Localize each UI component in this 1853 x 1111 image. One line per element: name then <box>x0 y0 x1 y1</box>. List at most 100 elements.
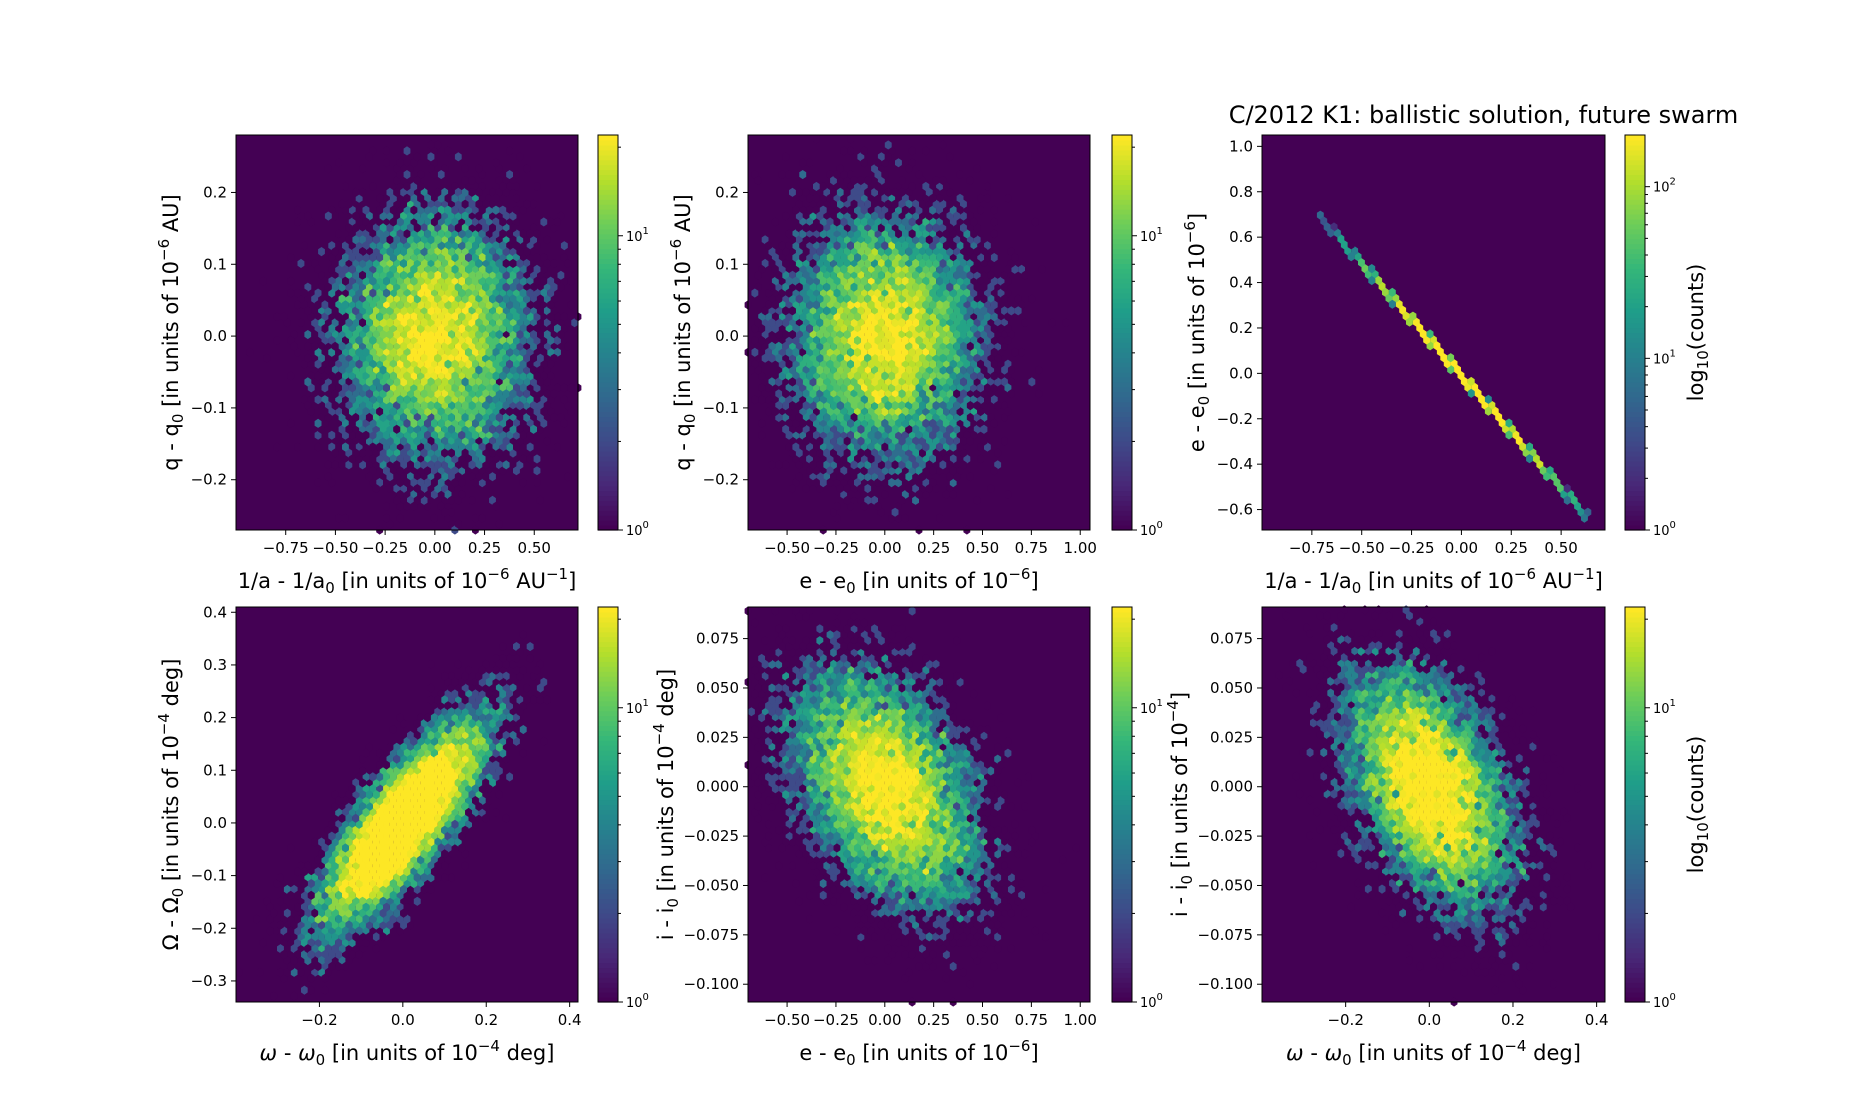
hexbin-cell <box>294 442 301 452</box>
hexbin-cell <box>513 395 520 405</box>
hexbin-cell <box>427 199 435 209</box>
hexbin-cell <box>396 359 404 369</box>
hexbin-cell <box>355 312 363 322</box>
hexbin-cell <box>383 146 390 156</box>
hexbin-cell <box>259 276 267 286</box>
hexbin-cell <box>417 418 425 428</box>
hexbin-cell <box>485 241 493 251</box>
hexbin-cell <box>492 407 500 417</box>
hexbin-cell <box>369 335 377 345</box>
hexbin-cell <box>560 276 568 286</box>
hexbin-cell <box>400 306 407 316</box>
hexbin-cell <box>304 330 312 340</box>
hexbin-cell <box>400 389 407 399</box>
hexbin-cell <box>420 187 428 197</box>
hexbin-cell <box>472 312 479 322</box>
hexbin-cell <box>304 377 312 387</box>
colorbar-segment <box>598 312 618 319</box>
hexbin-cell <box>499 347 507 357</box>
hexbin-cell <box>495 247 503 257</box>
hexbin-cell <box>430 241 438 251</box>
hexbin-cell <box>407 401 414 411</box>
hexbin-cell <box>454 258 462 268</box>
hexbin-cell <box>492 347 500 357</box>
hexbin-cell <box>362 288 370 298</box>
colorbar-segment <box>1112 470 1132 477</box>
hexbin-cell <box>441 495 449 505</box>
colorbar-segment <box>598 863 618 870</box>
hexbin-cell <box>355 371 363 381</box>
colorbar-segment <box>1625 307 1645 314</box>
hexbin-cell <box>393 401 401 411</box>
hexbin-cell <box>342 288 349 298</box>
hexbin-cell <box>526 264 534 274</box>
hexbin-cell <box>386 318 394 328</box>
hexbin-cell <box>495 412 503 422</box>
hexbin-cell <box>513 347 520 357</box>
hexbin-cell <box>533 276 541 286</box>
colorbar-segment <box>598 426 618 432</box>
hexbin-cell <box>396 418 404 428</box>
hexbin-cell <box>324 401 332 411</box>
hexbin-cell <box>557 330 565 340</box>
hexbin-cell <box>287 335 295 345</box>
hexbin-cell <box>454 353 462 363</box>
hexbin-cell <box>348 205 356 215</box>
hexbin-cell <box>540 395 548 405</box>
hexbin-cell <box>437 170 445 180</box>
hexbin-cell <box>424 312 431 322</box>
hexbin-cell <box>324 306 332 316</box>
hexbin-cell <box>427 140 435 150</box>
colorbar-segment <box>1112 386 1132 393</box>
colorbar-segment <box>1112 475 1132 482</box>
hexbin-cell <box>526 324 534 334</box>
hexbin-cell <box>526 300 534 310</box>
colorbar-segment <box>598 873 618 880</box>
hexbin-cell <box>318 306 325 316</box>
hexbin-cell <box>304 401 312 411</box>
hexbin-cell <box>383 276 390 286</box>
hexbin-cell <box>509 389 517 399</box>
hexbin-cell <box>413 270 421 280</box>
hexbin-cell <box>977 324 984 334</box>
colorbar-segment <box>1625 248 1645 255</box>
colorbar-segment <box>598 913 618 919</box>
hexbin-cell <box>403 347 411 357</box>
hexbin-cell <box>533 454 541 464</box>
colorbar-segment <box>598 641 618 648</box>
hexbin-cell <box>454 318 462 328</box>
colorbar-segment <box>598 937 618 944</box>
hexbin-cell <box>441 377 449 387</box>
hexbin-cell <box>324 377 332 387</box>
hexbin-cell <box>335 324 342 334</box>
hexbin-cell <box>461 377 469 387</box>
hexbin-cell <box>407 330 414 340</box>
x-tick-label: 0.25 <box>1495 539 1528 557</box>
hexbin-cell <box>410 442 418 452</box>
hexbin-cell <box>396 264 404 274</box>
hexbin-cell <box>427 341 435 351</box>
hexbin-cell <box>468 448 476 458</box>
hexbin-cell <box>461 187 469 197</box>
hexbin-cell <box>338 412 346 422</box>
hexbin-cell <box>383 300 390 310</box>
hexbin-cell <box>519 205 527 215</box>
hexbin-cell <box>345 389 353 399</box>
hexbin-cell <box>318 282 325 292</box>
hexbin-cell <box>403 146 411 156</box>
hexbin-cell <box>458 324 466 334</box>
hexbin-cell <box>461 175 469 186</box>
hexbin-cell <box>314 312 322 322</box>
hexbin-cell <box>393 306 401 316</box>
colorbar-segment <box>1625 510 1645 516</box>
x-tick-label: 0.00 <box>868 539 901 557</box>
hexbin-cell <box>458 442 466 452</box>
colorbar-segment <box>598 441 618 447</box>
colorbar-segment <box>1112 327 1132 334</box>
hexbin-cell <box>891 270 899 280</box>
colorbar-segment <box>598 243 618 250</box>
hexbin-cell <box>389 205 397 215</box>
hexbin-cell <box>403 288 411 298</box>
hexbin-cell <box>441 247 449 257</box>
hexbin-cell <box>519 430 527 440</box>
